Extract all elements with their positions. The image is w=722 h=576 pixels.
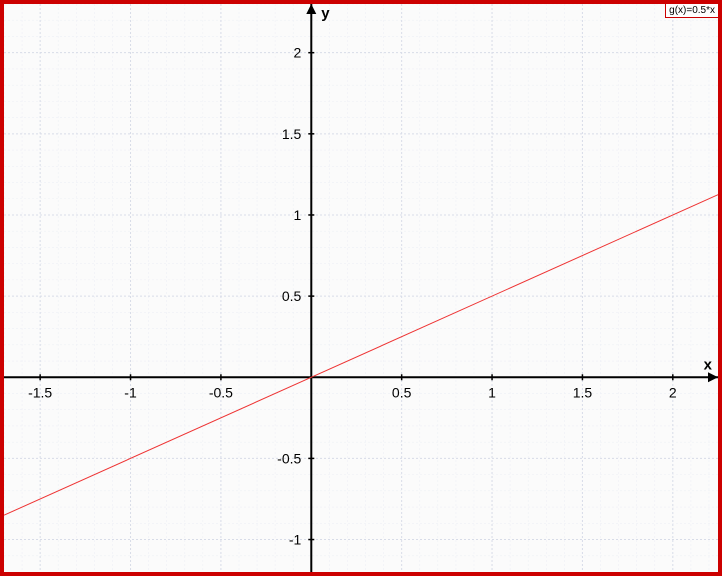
svg-text:-0.5: -0.5 [277, 450, 301, 466]
legend-text: g(x)=0.5*x [669, 5, 715, 16]
svg-text:1: 1 [293, 207, 301, 223]
svg-text:-1.5: -1.5 [28, 384, 52, 400]
svg-text:0.5: 0.5 [392, 384, 412, 400]
svg-text:1: 1 [488, 384, 496, 400]
svg-text:x: x [704, 356, 713, 373]
legend-box: g(x)=0.5*x [665, 3, 719, 18]
svg-text:2: 2 [293, 45, 301, 61]
svg-text:1.5: 1.5 [573, 384, 593, 400]
svg-text:-1: -1 [124, 384, 137, 400]
svg-text:1.5: 1.5 [282, 126, 302, 142]
plot-area: -1.5 -1 -0.5 0.5 1 1.5 2 -1 -0.5 0.5 1 1.5 2 x y [0, 0, 722, 576]
chart-frame: -1.5 -1 -0.5 0.5 1 1.5 2 -1 -0.5 0.5 1 1.5 2 x y g(x)=… [0, 0, 722, 576]
svg-text:-0.5: -0.5 [209, 384, 233, 400]
svg-text:-1: -1 [289, 532, 302, 548]
svg-text:y: y [321, 5, 330, 22]
svg-text:2: 2 [669, 384, 677, 400]
svg-text:0.5: 0.5 [282, 288, 302, 304]
